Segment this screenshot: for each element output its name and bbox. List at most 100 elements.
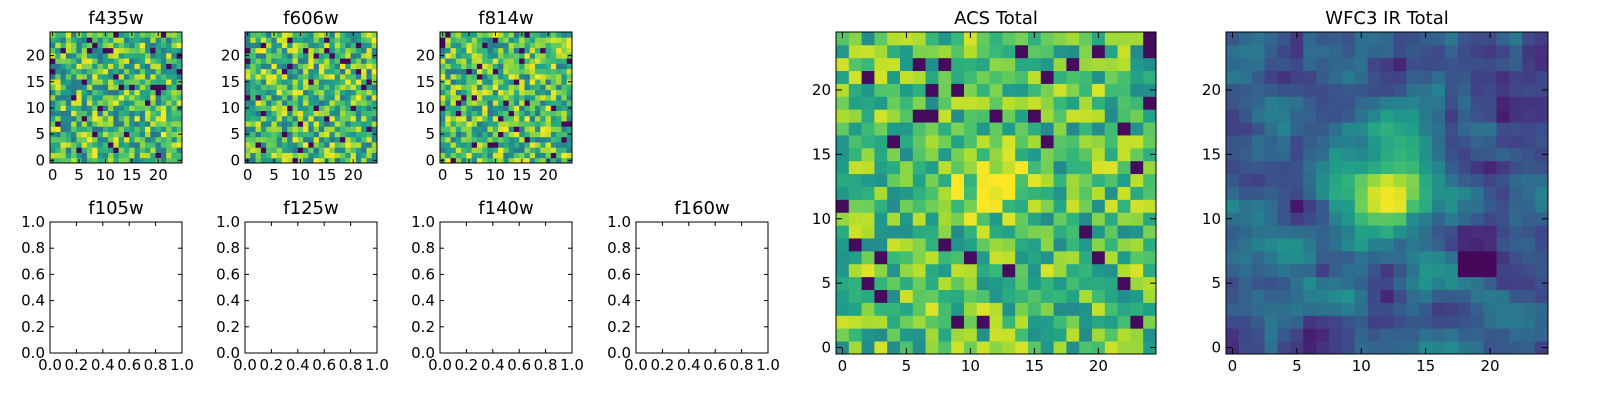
heatmap-cell (1316, 83, 1330, 97)
heatmap-cell (139, 115, 146, 122)
heatmap-cell (71, 52, 77, 59)
heatmap-cell (102, 79, 109, 85)
heatmap-cell (50, 47, 56, 54)
heatmap-cell (1419, 263, 1433, 278)
heatmap-cell (308, 63, 315, 70)
heatmap-cell (540, 121, 546, 127)
heatmap-cell (498, 126, 504, 132)
heatmap-cell (440, 152, 446, 159)
heatmap-cell (97, 110, 104, 117)
heatmap-cell (836, 57, 850, 72)
heatmap-cell (836, 315, 850, 329)
heatmap-cell (476, 89, 483, 96)
heatmap-cell (471, 58, 478, 64)
heatmap-cell (345, 32, 351, 38)
heatmap-cell (471, 32, 478, 38)
heatmap-cell (455, 79, 462, 85)
heatmap-cell (86, 121, 93, 127)
heatmap-cell (71, 79, 77, 85)
heatmap-cell (287, 84, 293, 91)
heatmap-cell (139, 32, 146, 38)
heatmap-cell (836, 289, 850, 303)
heatmap-cell (445, 73, 451, 80)
heatmap-cell (113, 89, 120, 96)
heatmap-cell (134, 32, 141, 38)
heatmap-cell (371, 47, 378, 54)
heatmap-cell (361, 110, 367, 117)
heatmap-cell (176, 100, 183, 106)
heatmap-cell (76, 147, 83, 153)
heatmap-cell (508, 42, 515, 49)
heatmap-cell (566, 142, 573, 148)
heatmap-cell (1015, 263, 1029, 278)
y-tick-label: 5 (425, 125, 435, 143)
heatmap-cell (1316, 289, 1330, 303)
heatmap-cell (1143, 109, 1157, 123)
heatmap-cell (329, 79, 336, 85)
heatmap-cell (329, 63, 336, 70)
heatmap-cell (561, 89, 568, 96)
heatmap-cell (874, 57, 888, 72)
heatmap-cell (1092, 96, 1106, 110)
heatmap-cell (545, 121, 552, 127)
heatmap-cell (450, 94, 457, 101)
heatmap-cell (461, 47, 467, 54)
heatmap-cell (1028, 96, 1042, 110)
heatmap-cell (92, 89, 98, 96)
heatmap-cell (166, 110, 172, 117)
heatmap-cell (255, 142, 262, 148)
heatmap-cell (123, 84, 130, 91)
x-tick-label: 5 (269, 166, 279, 184)
heatmap-cell (503, 94, 510, 101)
heatmap-cell (503, 100, 510, 106)
heatmap-cell (150, 110, 156, 117)
heatmap-cell (155, 79, 162, 85)
heatmap-cell (1380, 225, 1394, 239)
heatmap-cell (86, 58, 93, 64)
heatmap-cell (334, 126, 341, 132)
x-tick-label: 5 (902, 357, 912, 375)
heatmap-cell (874, 302, 888, 316)
heatmap-cell (134, 94, 141, 101)
heatmap-cell (271, 68, 278, 75)
heatmap-cell (524, 89, 531, 96)
heatmap-cell (118, 105, 125, 111)
heatmap-cell (371, 115, 378, 122)
heatmap-cell (50, 89, 56, 96)
heatmap-cell (545, 89, 552, 96)
heatmap-cell (313, 63, 320, 70)
heatmap-cell (1251, 276, 1266, 290)
heatmap-cell (455, 68, 462, 75)
heatmap-cell (1238, 32, 1253, 46)
heatmap-cell (139, 157, 146, 164)
heatmap-cell (545, 42, 552, 49)
heatmap-cell (297, 47, 304, 54)
heatmap-cell (345, 136, 351, 143)
heatmap-cell (92, 115, 98, 122)
heatmap-cell (1432, 315, 1446, 329)
heatmap-cell (487, 42, 494, 49)
heatmap-cell (566, 32, 573, 38)
heatmap-cell (1079, 302, 1093, 316)
heatmap-cell (1002, 263, 1016, 278)
heatmap-cell (1432, 263, 1446, 278)
heatmap-cell (171, 142, 178, 148)
heatmap-cell (455, 84, 462, 91)
heatmap-cell (176, 110, 183, 117)
heatmap-cell (1143, 302, 1157, 316)
heatmap-cell (292, 115, 299, 122)
heatmap-cell (50, 136, 56, 143)
heatmap-cell (1264, 315, 1278, 329)
heatmap-cell (118, 52, 125, 59)
heatmap-cell (350, 152, 357, 159)
heatmap-cell (345, 42, 351, 49)
heatmap-cell (836, 32, 850, 46)
heatmap-cell (55, 52, 61, 59)
heatmap-cell (925, 263, 939, 278)
heatmap-cell (1354, 302, 1369, 316)
heatmap-cell (1303, 96, 1317, 110)
heatmap-cell (836, 96, 850, 110)
heatmap-cell (297, 110, 304, 117)
heatmap-cell (1002, 225, 1016, 239)
